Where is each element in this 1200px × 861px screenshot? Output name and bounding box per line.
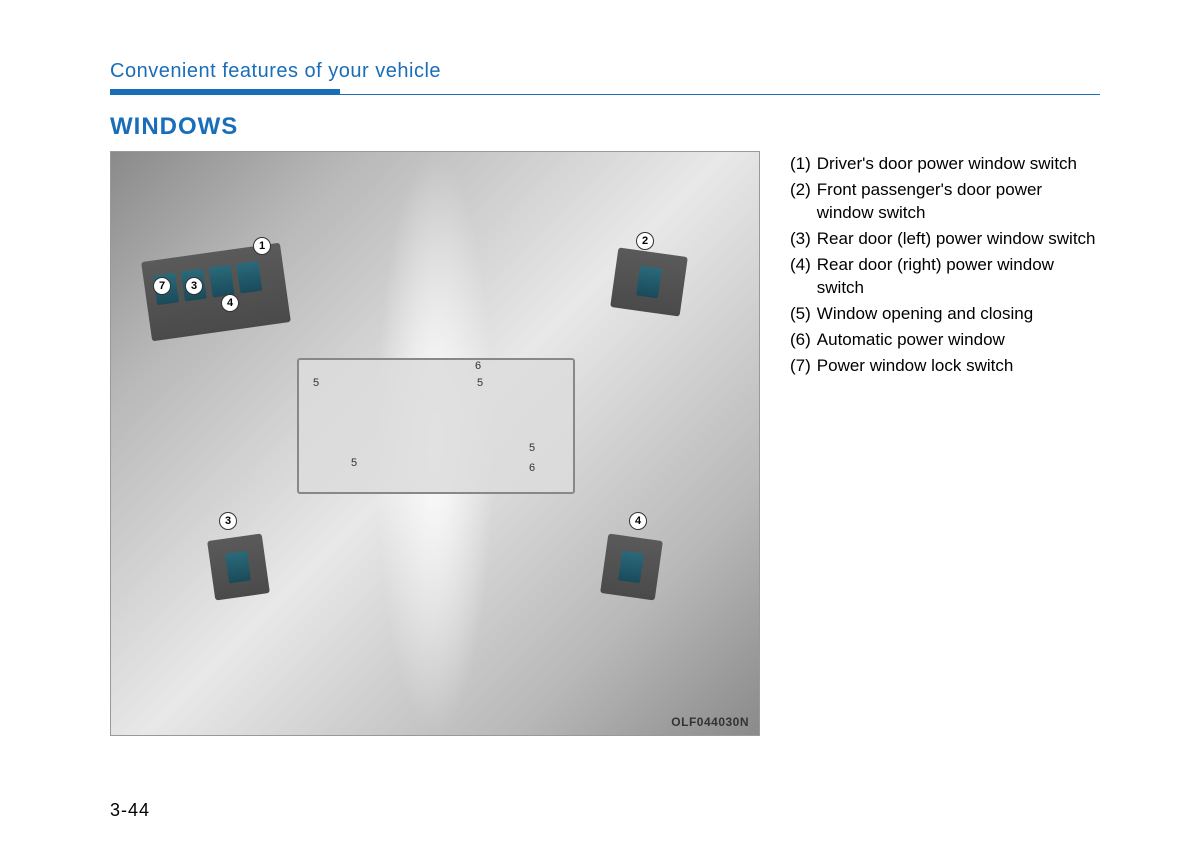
switch-icon (225, 551, 251, 584)
legend-num: (3) (790, 228, 811, 251)
header-rule-thin (340, 94, 1100, 95)
header-rule (110, 89, 1100, 95)
legend-item: (5) Window opening and closing (790, 303, 1100, 326)
switch-icon (618, 551, 644, 584)
legend-item: (2) Front passenger's door power window … (790, 179, 1100, 225)
inset-label-5: 5 (529, 442, 536, 454)
legend-text: Rear door (right) power window switch (817, 254, 1100, 300)
inset-label-5: 5 (351, 457, 358, 469)
legend-num: (1) (790, 153, 811, 176)
callout-2: 2 (636, 232, 654, 250)
legend-num: (5) (790, 303, 811, 326)
callout-7: 7 (153, 277, 171, 295)
legend-item: (4) Rear door (right) power window switc… (790, 254, 1100, 300)
rear-right-panel (600, 533, 663, 600)
legend-num: (2) (790, 179, 811, 225)
section-header: Convenient features of your vehicle (110, 60, 1100, 83)
legend-num: (7) (790, 355, 811, 378)
legend-item: (7) Power window lock switch (790, 355, 1100, 378)
legend-num: (4) (790, 254, 811, 300)
page-number: 3-44 (110, 800, 150, 821)
inset-label-6: 6 (529, 462, 536, 474)
switch-icon (236, 261, 262, 294)
callout-3: 3 (185, 277, 203, 295)
image-code: OLF044030N (671, 715, 749, 729)
legend-list: (1) Driver's door power window switch (2… (790, 151, 1100, 380)
legend-text: Rear door (left) power window switch (817, 228, 1096, 251)
inset-label-6: 6 (475, 360, 482, 372)
callout-1: 1 (253, 237, 271, 255)
inset-label-5: 5 (477, 377, 484, 389)
legend-text: Automatic power window (817, 329, 1005, 352)
legend-text: Power window lock switch (817, 355, 1014, 378)
switch-icon (636, 266, 662, 299)
legend-item: (1) Driver's door power window switch (790, 153, 1100, 176)
legend-text: Front passenger's door power window swit… (817, 179, 1100, 225)
callout-4: 4 (629, 512, 647, 530)
inset-label-5: 5 (313, 377, 320, 389)
switch-icon (209, 265, 235, 298)
rear-left-panel (207, 533, 270, 600)
legend-text: Window opening and closing (817, 303, 1033, 326)
callout-4: 4 (221, 294, 239, 312)
main-heading: WINDOWS (110, 113, 1100, 141)
legend-item: (3) Rear door (left) power window switch (790, 228, 1100, 251)
header-rule-thick (110, 89, 340, 95)
legend-num: (6) (790, 329, 811, 352)
passenger-door-panel (610, 247, 688, 316)
legend-text: Driver's door power window switch (817, 153, 1077, 176)
diagram-image: 1 2 3 4 7 3 4 5 5 6 5 5 6 OLF044030N (110, 151, 760, 736)
content-row: 1 2 3 4 7 3 4 5 5 6 5 5 6 OLF044030N (1)… (110, 151, 1100, 736)
legend-item: (6) Automatic power window (790, 329, 1100, 352)
callout-3: 3 (219, 512, 237, 530)
